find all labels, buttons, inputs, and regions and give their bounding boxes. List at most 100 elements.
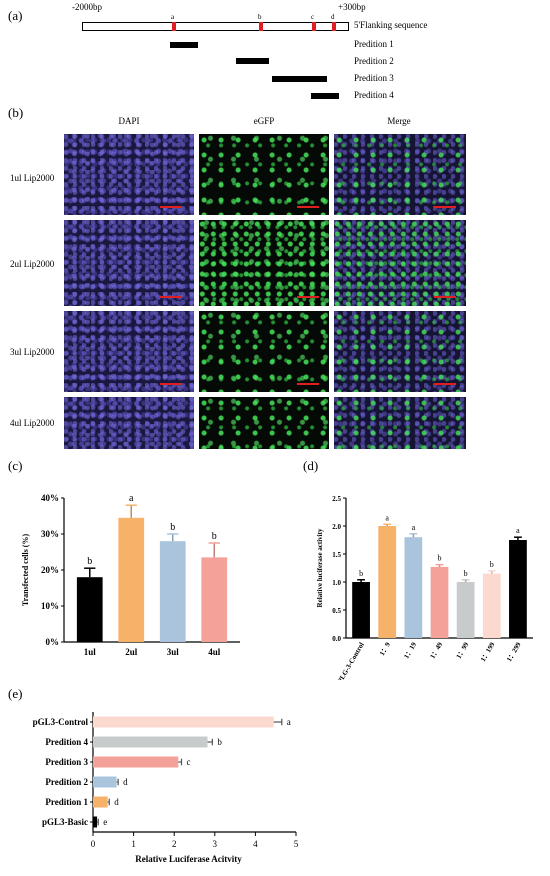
significance-letter: a <box>385 513 389 522</box>
chart-c: 0% 10% 20% 30% 40% Transfected cells (%) b 1ul a… <box>21 493 240 657</box>
significance-letter: b <box>212 531 217 542</box>
image-egfp-4ul <box>199 397 329 449</box>
column-label-egfp: eGFP <box>253 116 275 126</box>
prediction-4-label: Predition 4 <box>354 90 394 100</box>
prediction-4-bar <box>311 93 339 99</box>
bar <box>118 517 145 642</box>
y-axis-label: Transfected cells (%) <box>21 534 30 607</box>
image-egfp-1ul <box>199 134 329 215</box>
x-tick-label: 1：19 <box>402 641 418 661</box>
panel-e-label: (e) <box>8 686 23 701</box>
panel-b-label: (b) <box>8 105 24 120</box>
y-tick-label: Predition 2 <box>45 777 88 787</box>
x-tick-label: 2 <box>172 839 177 849</box>
prediction-3-label: Predition 3 <box>354 73 394 83</box>
y-tick-label: 2.5 <box>332 495 341 503</box>
panel-c-label: (c) <box>8 458 23 473</box>
x-tick-label: 1：9 <box>378 641 392 658</box>
x-tick-label: 3ul <box>167 647 180 657</box>
flanking-sequence-bar <box>82 22 349 31</box>
y-tick-label: 0% <box>46 637 60 647</box>
y-tick-label: 1.0 <box>332 579 341 587</box>
significance-letter: a <box>287 717 291 727</box>
image-merge-4ul <box>334 397 466 449</box>
x-tick-label: 5 <box>294 839 299 849</box>
chart-d: 0.0 0.5 1.0 1.5 2.0 2.5 Relative luciferase ac… <box>316 495 533 680</box>
scale-bar <box>297 383 319 385</box>
image-dapi-4ul <box>64 397 194 449</box>
site-d-marker <box>332 22 336 31</box>
x-tick-label: 4ul <box>208 647 221 657</box>
sequence-start-label: -2000bp <box>72 2 102 12</box>
image-merge-1ul <box>334 134 466 215</box>
y-tick-label: 2.0 <box>332 523 341 531</box>
scale-bar <box>297 206 319 208</box>
image-merge-2ul <box>334 220 466 306</box>
significance-letter: b <box>87 556 92 567</box>
panel-d-label: (d) <box>303 458 319 473</box>
image-dapi-2ul <box>64 220 194 306</box>
y-tick-label: 10% <box>41 601 59 611</box>
chart-e: 0 1 2 3 4 5 Relative Luciferase Acitvity a pGL3-… <box>33 712 299 864</box>
column-label-dapi: DAPI <box>118 116 140 126</box>
site-b-marker <box>259 22 263 31</box>
prediction-3-bar <box>272 76 327 82</box>
significance-letter: d <box>123 777 128 787</box>
bar <box>76 577 103 642</box>
bar <box>93 716 274 728</box>
significance-letter: b <box>490 560 494 569</box>
bar <box>93 756 179 768</box>
scale-bar <box>297 296 319 298</box>
site-d-label: d <box>331 13 335 21</box>
y-tick-label: 0.0 <box>332 635 341 643</box>
prediction-1-label: Predition 1 <box>354 39 394 49</box>
bar <box>378 526 397 638</box>
bar <box>430 566 449 638</box>
row-label-4ul: 4ul Lip2000 <box>10 418 55 428</box>
y-axis-label: Relative luciferase activity <box>316 528 324 607</box>
x-tick-label: 3 <box>213 839 218 849</box>
significance-letter: a <box>412 523 416 532</box>
bar <box>93 736 208 748</box>
x-tick-label: 2ul <box>125 647 138 657</box>
y-tick-label: 1.5 <box>332 551 341 559</box>
x-tick-label: 1：99 <box>455 641 471 661</box>
significance-letter: d <box>114 797 119 807</box>
y-tick-label: 40% <box>41 493 59 503</box>
y-tick-label: pGL3-Control <box>33 717 89 727</box>
y-tick-label: 30% <box>41 529 59 539</box>
y-tick-label: 0.5 <box>332 607 341 615</box>
y-tick-label: Predition 3 <box>45 757 88 767</box>
scale-bar <box>160 383 182 385</box>
site-c-marker <box>312 22 316 31</box>
x-tick-label: 1：299 <box>505 641 523 664</box>
x-tick-label: 1ul <box>84 647 97 657</box>
y-tick-label: Predition 4 <box>45 737 88 747</box>
scale-bar <box>160 296 182 298</box>
site-b-label: b <box>258 13 262 21</box>
significance-letter: b <box>359 569 363 578</box>
prediction-1-bar <box>170 42 198 48</box>
site-a-marker <box>172 22 176 31</box>
image-merge-3ul <box>334 311 466 392</box>
x-tick-label: 4 <box>253 839 258 849</box>
bar <box>456 582 475 638</box>
y-tick-label: Predition 1 <box>45 797 88 807</box>
significance-letter: a <box>129 493 134 504</box>
panel-a-label: (a) <box>8 8 23 23</box>
image-egfp-3ul <box>199 311 329 392</box>
flanking-sequence-label: 5'Flanking sequence <box>354 20 428 30</box>
bar <box>93 796 108 808</box>
bar <box>352 582 370 638</box>
prediction-2-bar <box>236 58 269 64</box>
site-a-label: a <box>171 13 175 21</box>
x-tick-label: 0 <box>91 839 96 849</box>
significance-letter: b <box>464 569 468 578</box>
bar <box>482 573 501 638</box>
row-label-2ul: 2ul Lip2000 <box>10 259 55 269</box>
x-tick-label: PLG-3-Control <box>336 641 366 680</box>
scale-bar <box>434 383 456 385</box>
image-dapi-3ul <box>64 311 194 392</box>
scale-bar <box>434 206 456 208</box>
significance-letter: a <box>516 526 520 535</box>
